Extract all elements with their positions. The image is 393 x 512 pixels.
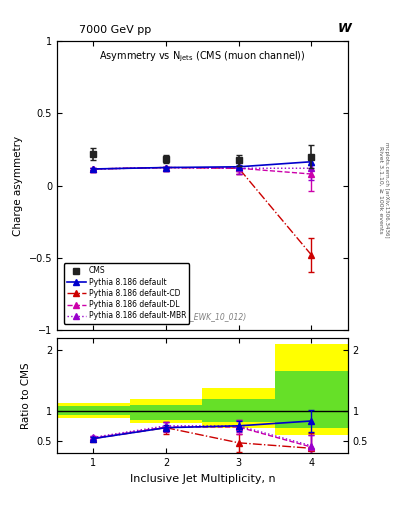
Text: Rivet 3.1.10, ≥ 100k events: Rivet 3.1.10, ≥ 100k events bbox=[378, 145, 383, 233]
Y-axis label: Charge asymmetry: Charge asymmetry bbox=[13, 136, 23, 236]
Y-axis label: Ratio to CMS: Ratio to CMS bbox=[21, 362, 31, 429]
Text: W: W bbox=[338, 22, 352, 35]
Text: (CMS_EWK_10_012): (CMS_EWK_10_012) bbox=[170, 312, 246, 322]
Text: mcplots.cern.ch [arXiv:1306.3436]: mcplots.cern.ch [arXiv:1306.3436] bbox=[384, 142, 389, 237]
Legend: CMS, Pythia 8.186 default, Pythia 8.186 default-CD, Pythia 8.186 default-DL, Pyt: CMS, Pythia 8.186 default, Pythia 8.186 … bbox=[64, 263, 189, 324]
Text: Asymmetry vs N$_{\mathrm{jets}}$ (CMS (muon channel)): Asymmetry vs N$_{\mathrm{jets}}$ (CMS (m… bbox=[99, 50, 306, 64]
Text: 7000 GeV pp: 7000 GeV pp bbox=[79, 25, 151, 35]
X-axis label: Inclusive Jet Multiplicity, n: Inclusive Jet Multiplicity, n bbox=[130, 474, 275, 483]
